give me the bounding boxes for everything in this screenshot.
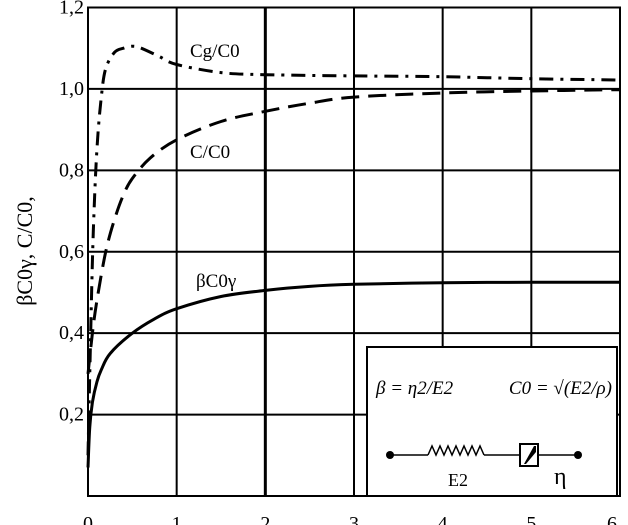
series-line-dash-dot bbox=[86, 44, 621, 456]
y-axis-label: βC0γ, C/C0, bbox=[12, 196, 37, 306]
curve-label: βC0γ bbox=[196, 271, 236, 292]
spring-icon bbox=[427, 444, 485, 457]
y-tick-label: 0,4 bbox=[59, 322, 84, 344]
y-tick-label: 1,2 bbox=[59, 0, 84, 19]
curve-label: Cg/C0 bbox=[190, 41, 240, 62]
beta-formula: β = η2/E2 bbox=[376, 378, 454, 399]
x-tick-label: 1 bbox=[172, 513, 182, 525]
spring-label: E2 bbox=[448, 470, 468, 490]
series-line-dashed bbox=[86, 88, 621, 375]
y-tick-label: 0,8 bbox=[59, 159, 84, 181]
x-tick-label: 0 bbox=[83, 513, 93, 525]
dashpot-label: η bbox=[554, 464, 567, 490]
y-tick-label: 0,6 bbox=[59, 241, 84, 263]
x-tick-label: 5 bbox=[526, 513, 536, 525]
dashpot-piston-icon bbox=[524, 446, 536, 464]
x-tick-label: 3 bbox=[349, 513, 359, 525]
y-tick-label: 0,2 bbox=[59, 404, 84, 426]
series-line-solid bbox=[86, 280, 621, 468]
x-tick-label: 2 bbox=[260, 513, 270, 525]
plot-frame bbox=[87, 6, 621, 497]
formula: β = η2/E2 C0 = √(E2/ρ) bbox=[376, 378, 612, 400]
x-tick-label: 6 bbox=[607, 513, 617, 525]
node-right bbox=[574, 451, 582, 459]
y-tick-label: 1,0 bbox=[59, 78, 84, 100]
rheology-model: E2 η bbox=[386, 443, 582, 490]
x-tick-label: 4 bbox=[438, 513, 448, 525]
curve-label: C/C0 bbox=[190, 142, 230, 163]
legend-box: β = η2/E2 C0 = √(E2/ρ) E2 η bbox=[366, 346, 618, 497]
c0-formula: C0 = √(E2/ρ) bbox=[508, 378, 612, 399]
